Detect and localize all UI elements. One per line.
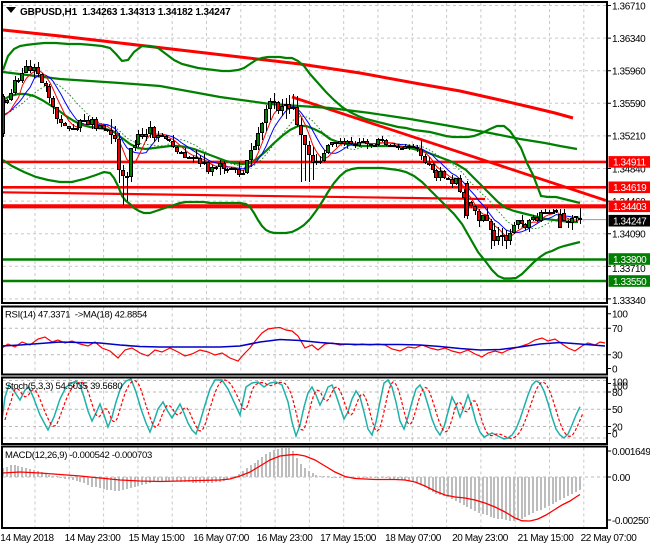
svg-text:1.33340: 1.33340 [612,296,646,307]
svg-text:1.36340: 1.36340 [612,34,646,45]
svg-text:14 May 23:00: 14 May 23:00 [65,533,122,544]
svg-text:RSI(14) 47.3371 ->MA(18) 42.8: RSI(14) 47.3371 ->MA(18) 42.8854 [5,310,147,321]
svg-text:22 May 07:00: 22 May 07:00 [581,533,638,544]
svg-text:1.36710: 1.36710 [612,1,646,12]
svg-text:21 May 15:00: 21 May 15:00 [518,533,575,544]
svg-text:1.34247: 1.34247 [613,217,647,228]
svg-text:0: 0 [612,429,618,440]
svg-text:16 May 23:00: 16 May 23:00 [257,533,314,544]
svg-text:-0.002507: -0.002507 [612,516,650,527]
svg-text:1.35960: 1.35960 [612,67,646,78]
svg-text:0.00: 0.00 [612,473,631,484]
svg-text:15 May 15:00: 15 May 15:00 [129,533,186,544]
svg-text:17 May 15:00: 17 May 15:00 [320,533,377,544]
svg-text:GBPUSD,H1 1.34263 1.34313 1.3: GBPUSD,H1 1.34263 1.34313 1.34182 1.3424… [20,7,231,18]
svg-text:1.35210: 1.35210 [612,132,646,143]
svg-text:1.34090: 1.34090 [612,230,646,241]
svg-text:1.33800: 1.33800 [613,255,647,266]
svg-text:20 May 23:00: 20 May 23:00 [452,533,509,544]
svg-text:1.34403: 1.34403 [613,202,647,213]
svg-text:30: 30 [612,351,623,362]
svg-text:14 May 2018: 14 May 2018 [0,533,54,544]
svg-text:1.34619: 1.34619 [613,183,647,194]
svg-text:18 May 07:00: 18 May 07:00 [385,533,442,544]
svg-text:16 May 07:00: 16 May 07:00 [193,533,250,544]
svg-text:50: 50 [612,405,623,416]
svg-text:0: 0 [612,364,618,375]
svg-text:1.35590: 1.35590 [612,99,646,110]
svg-text:0.001649: 0.001649 [612,447,650,458]
svg-text:80: 80 [612,388,623,399]
svg-text:MACD(12,26,9) -0.000542 -0.000: MACD(12,26,9) -0.000542 -0.000703 [5,450,152,461]
svg-text:1.33550: 1.33550 [613,277,647,288]
svg-text:100: 100 [612,310,628,321]
svg-text:Stoch(5,3,3) 54.5035 39.5680: Stoch(5,3,3) 54.5035 39.5680 [5,381,122,392]
svg-text:1.34911: 1.34911 [613,158,646,169]
svg-text:70: 70 [612,324,623,335]
